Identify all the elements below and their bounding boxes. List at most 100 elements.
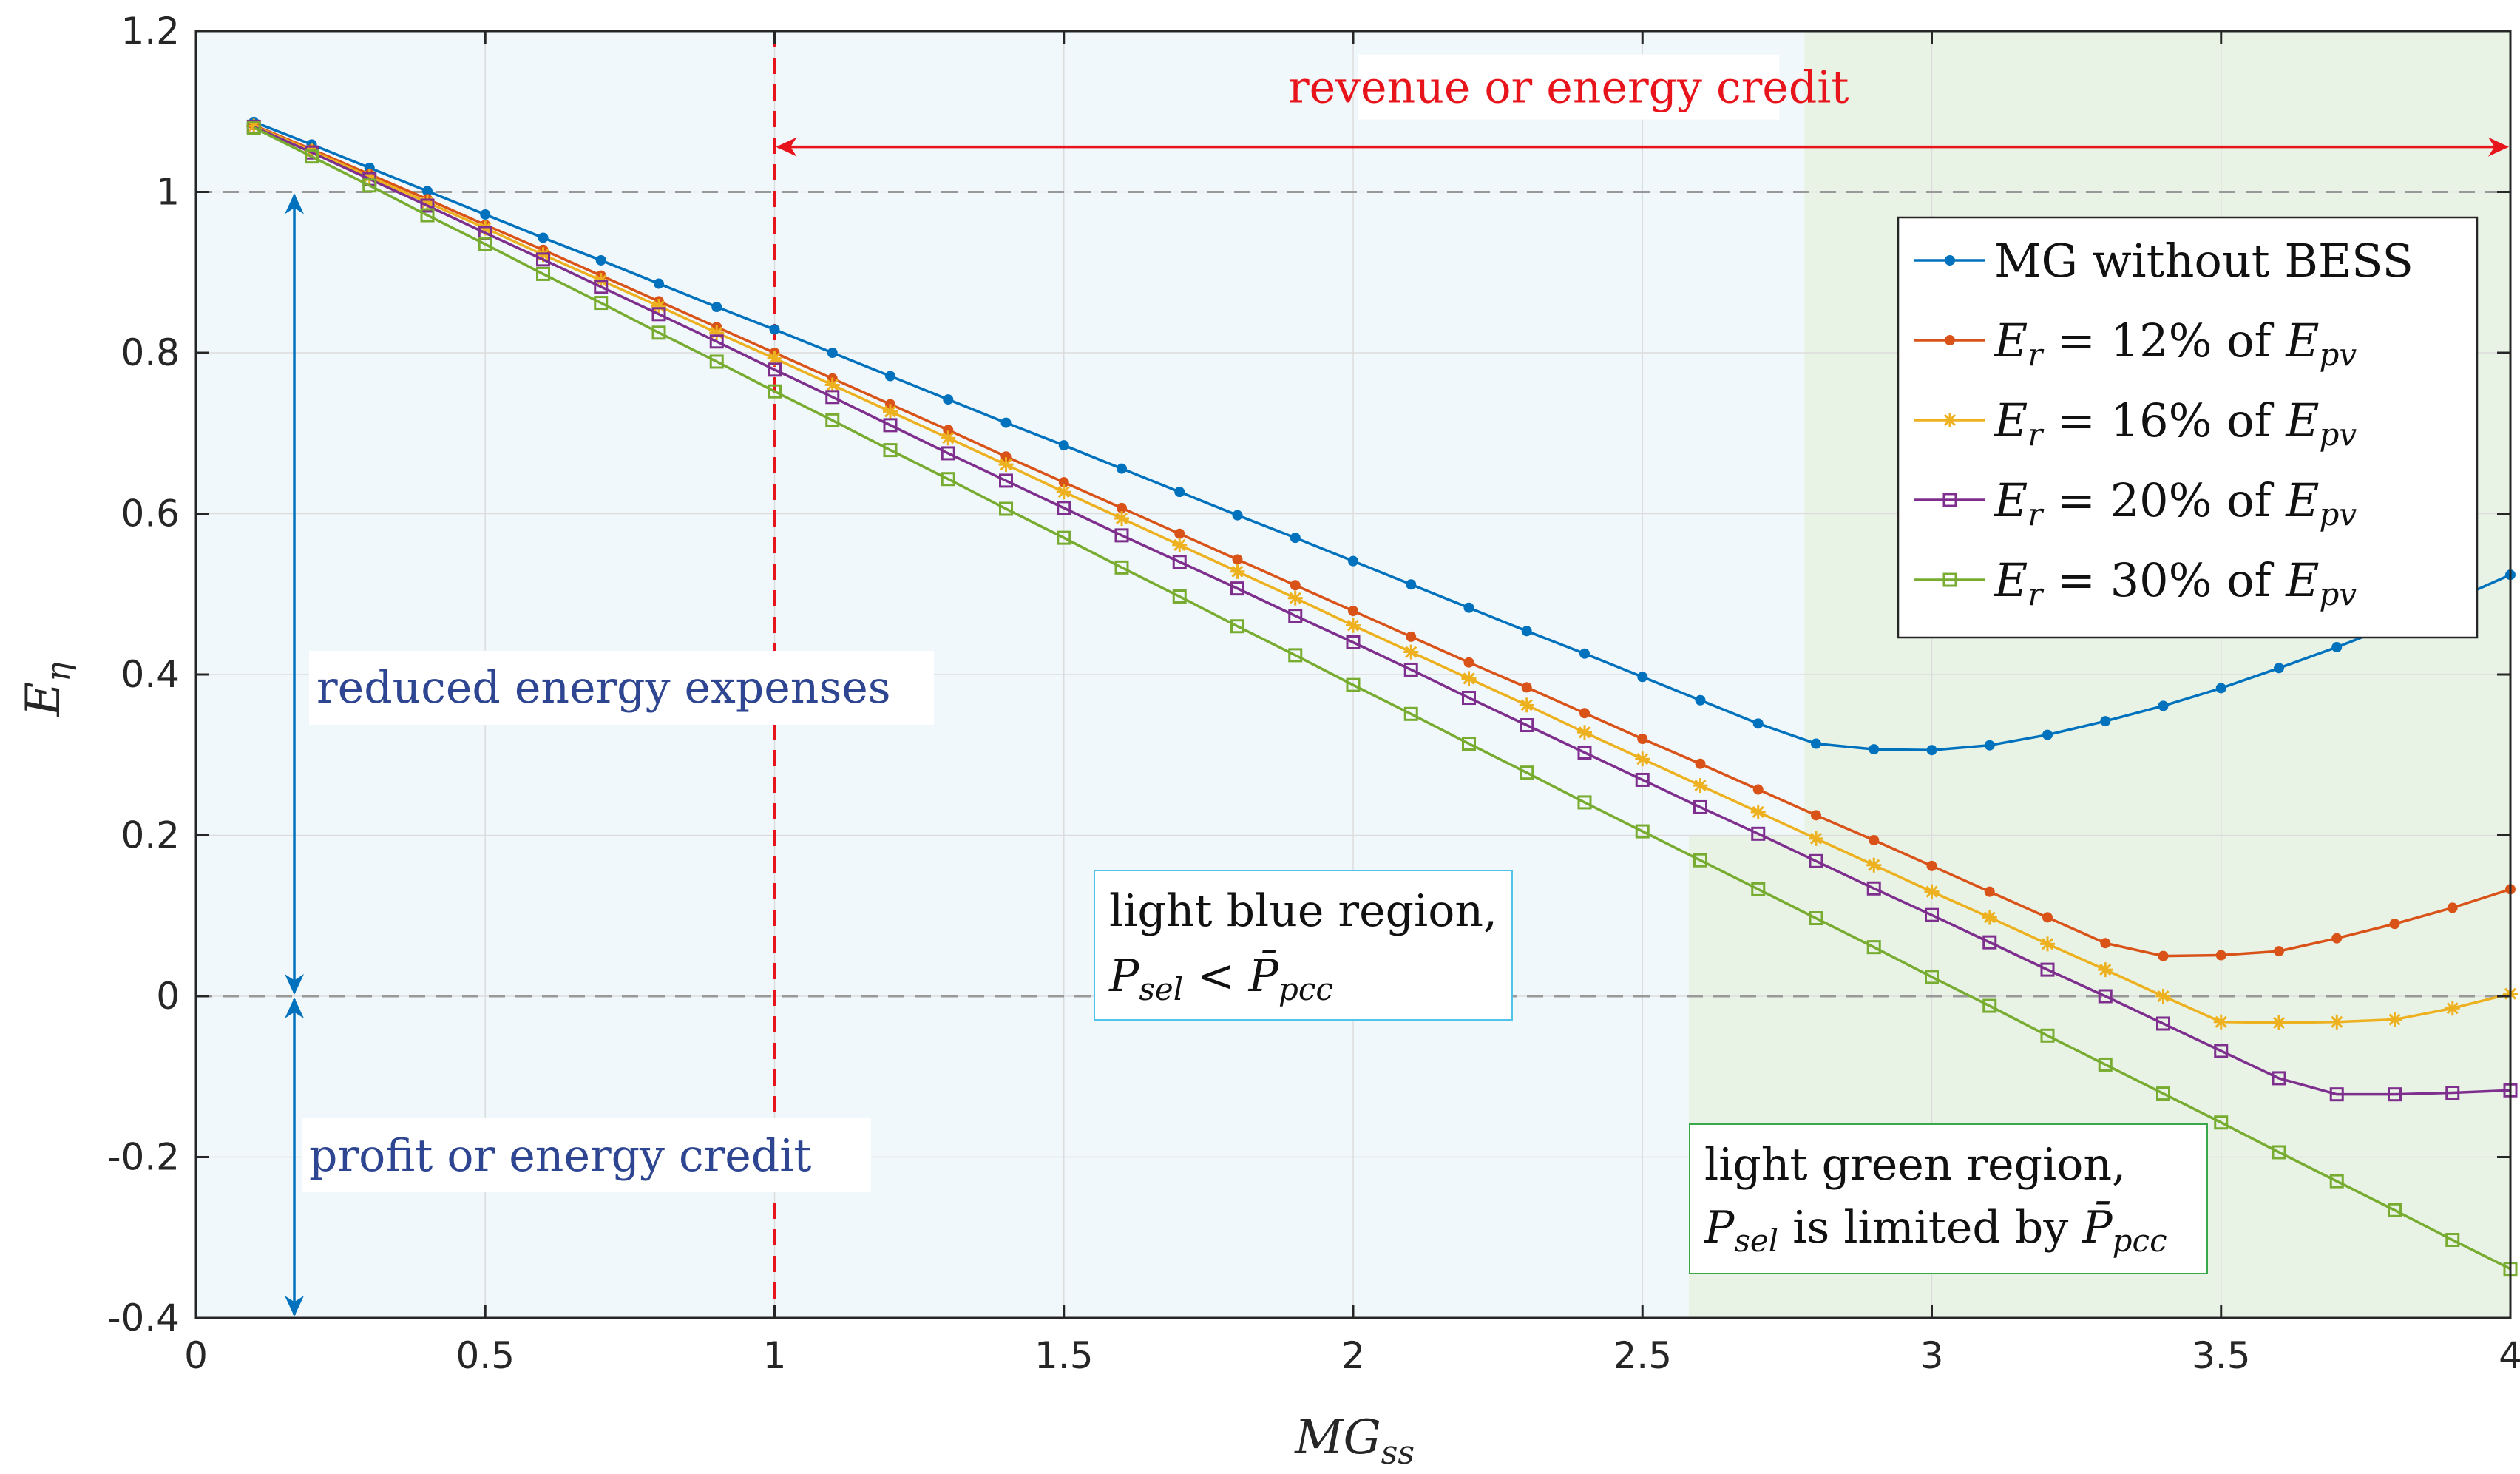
data-point: [2155, 989, 2171, 1004]
data-point: [2215, 683, 2226, 694]
data-point: [1695, 694, 1706, 706]
y-tick-label: 0.2: [121, 814, 180, 857]
legend-item-1: Er = 12% of Epv: [1914, 314, 2357, 373]
data-point: [1577, 725, 1592, 740]
data-point: [2272, 1015, 2286, 1030]
data-point: [305, 149, 319, 164]
x-tick-label: 3.5: [2192, 1334, 2251, 1377]
data-point: [478, 237, 492, 251]
data-point: [1058, 440, 1069, 451]
data-point: [1924, 884, 1940, 899]
data-point: [883, 418, 898, 433]
data-point: [2274, 946, 2284, 957]
data-point: [536, 252, 550, 267]
data-point: [1288, 648, 1303, 663]
blue-region-box: [1094, 870, 1513, 1021]
legend-label: Er = 20% of Epv: [1994, 473, 2357, 533]
data-point: [1982, 935, 1997, 950]
data-point: [1462, 691, 1476, 706]
data-point: [2156, 1016, 2170, 1031]
legend-box: [1897, 216, 2479, 639]
x-tick-label: 2.5: [1613, 1334, 1672, 1377]
data-point: [1230, 619, 1244, 634]
data-point: [1290, 533, 1301, 544]
x-tick-label: 1.5: [1034, 1334, 1094, 1377]
revenue-arrow-head-left: [776, 137, 797, 157]
legend-item-4: Er = 30% of Epv: [1914, 553, 2357, 612]
data-point: [651, 325, 666, 340]
data-point: [2156, 1086, 2170, 1101]
data-point: [998, 457, 1014, 473]
data-point: [1750, 804, 1766, 819]
data-point: [1461, 671, 1477, 686]
x-tick-label: 0: [184, 1334, 208, 1377]
data-point: [1926, 860, 1937, 871]
data-point: [2214, 1044, 2229, 1058]
data-point: [1521, 682, 1532, 693]
data-point: [480, 209, 491, 220]
legend-label: Er = 12% of Epv: [1994, 314, 2357, 373]
data-point: [1811, 810, 1821, 821]
reduced-label-bg: [309, 651, 934, 725]
data-point: [1925, 970, 1939, 984]
data-point: [1057, 530, 1071, 545]
series-line-2: [253, 124, 2511, 1024]
series-line-3: [253, 125, 2511, 1096]
data-point: [2445, 1233, 2460, 1248]
reduced-arrow-head-down: [285, 974, 305, 995]
legend-label: Er = 16% of Epv: [1994, 393, 2357, 453]
data-point: [1982, 998, 1997, 1013]
x-tick-label: 0.5: [455, 1334, 515, 1377]
data-point: [2100, 938, 2111, 949]
data-point: [1635, 772, 1650, 787]
revenue-arrow-head-right: [2488, 137, 2509, 157]
data-point: [943, 394, 954, 405]
data-point: [1000, 417, 1012, 428]
data-point: [2042, 729, 2053, 740]
legend-swatch-marker: [1945, 335, 1955, 345]
data-point: [1172, 555, 1187, 569]
data-point: [1579, 708, 1590, 719]
data-point: [999, 473, 1013, 488]
data-point: [1172, 589, 1187, 604]
x-tick-label: 4: [2499, 1334, 2520, 1377]
data-point: [362, 178, 377, 193]
y-tick-label: 0: [156, 975, 180, 1018]
y-tick-label: 1.2: [121, 10, 180, 53]
data-point: [941, 472, 955, 487]
data-point: [1519, 697, 1534, 713]
data-point: [1057, 501, 1071, 515]
data-point: [1637, 672, 1648, 683]
data-point: [2098, 989, 2113, 1004]
data-point: [941, 446, 955, 461]
data-point: [2098, 1057, 2113, 1072]
data-point: [1346, 618, 1361, 633]
data-point: [2042, 912, 2053, 923]
data-point: [1809, 831, 1823, 846]
data-point: [2329, 1087, 2344, 1102]
data-point: [1520, 765, 1534, 780]
data-point: [2329, 1174, 2344, 1189]
data-point: [1114, 528, 1129, 543]
profit-label: profit or energy credit: [309, 1130, 812, 1182]
data-point: [883, 404, 898, 419]
data-point: [1288, 609, 1303, 623]
x-tick-label: 3: [1920, 1334, 1944, 1377]
green-region-line1: light green region,: [1704, 1139, 2126, 1191]
y-tick-label: 0.6: [121, 493, 180, 535]
legend: MG without BESS Er = 12% of Epv Er = 16% o…: [1897, 216, 2479, 639]
data-point: [2040, 936, 2055, 952]
data-point: [1521, 626, 1532, 637]
data-point: [1232, 554, 1243, 565]
x-tick-label: 1: [763, 1334, 787, 1377]
data-point: [1984, 886, 1995, 897]
data-point: [1809, 853, 1823, 868]
data-point: [1114, 511, 1129, 527]
data-point: [1056, 484, 1071, 500]
tick-labels: 0 0.5 1 1.5 2 2.5 3 3.5 4 -0.4 -0.2 0 0.2 0.4 0.6 0.8 1 1…: [107, 10, 2520, 1377]
profit-label-bg: [302, 1118, 871, 1192]
reduced-arrow-head-up: [285, 193, 305, 214]
blue-region-line2: Psel < P̄pcc: [1108, 950, 1333, 1007]
data-point: [1693, 799, 1707, 814]
data-point: [2445, 1086, 2460, 1100]
